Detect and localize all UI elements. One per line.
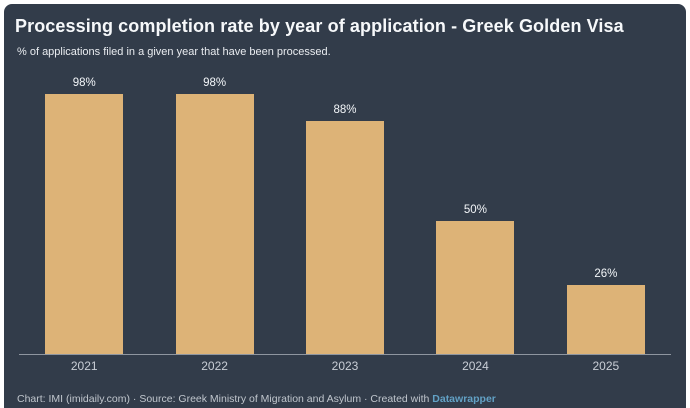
bar-2024 (436, 220, 515, 354)
bar-chart: 98% 98% 88% 50% 26% 2021 2022 2023 2024 2025 (15, 71, 675, 377)
x-tick-2025: 2025 (592, 358, 620, 373)
bar-group-2023: 88% (280, 71, 410, 354)
datawrapper-link[interactable]: Datawrapper (432, 392, 496, 405)
chart-subtitle: % of applications filed in a given year … (17, 45, 331, 58)
chart-footer: Chart: IMI (imidaily.com) · Source: Gree… (17, 393, 675, 407)
value-label: 26% (594, 268, 618, 281)
bar-2023 (306, 120, 385, 354)
value-label: 50% (463, 204, 487, 217)
bar-2025 (566, 284, 645, 354)
x-tick-2024: 2024 (462, 358, 489, 373)
value-label: 98% (203, 77, 227, 90)
bar-group-2024: 50% (410, 71, 540, 354)
chart-title: Processing completion rate by year of ap… (15, 16, 624, 36)
bar-2021 (45, 93, 124, 354)
value-label: 88% (333, 104, 357, 117)
x-tick-2023: 2023 (331, 358, 359, 373)
x-axis: 2021 2022 2023 2024 2025 (19, 355, 671, 377)
plot-area: 98% 98% 88% 50% 26% (19, 71, 671, 355)
value-label: 98% (72, 77, 96, 90)
bar-2022 (175, 93, 254, 354)
chart-card: Processing completion rate by year of ap… (4, 4, 686, 408)
x-tick-2021: 2021 (70, 358, 98, 373)
credit-text: Chart: IMI (imidaily.com) · Source: Gree… (17, 392, 433, 405)
bar-group-2022: 98% (149, 71, 279, 354)
bar-group-2025: 26% (541, 71, 671, 354)
x-tick-2022: 2022 (201, 358, 228, 373)
bar-group-2021: 98% (19, 71, 149, 354)
